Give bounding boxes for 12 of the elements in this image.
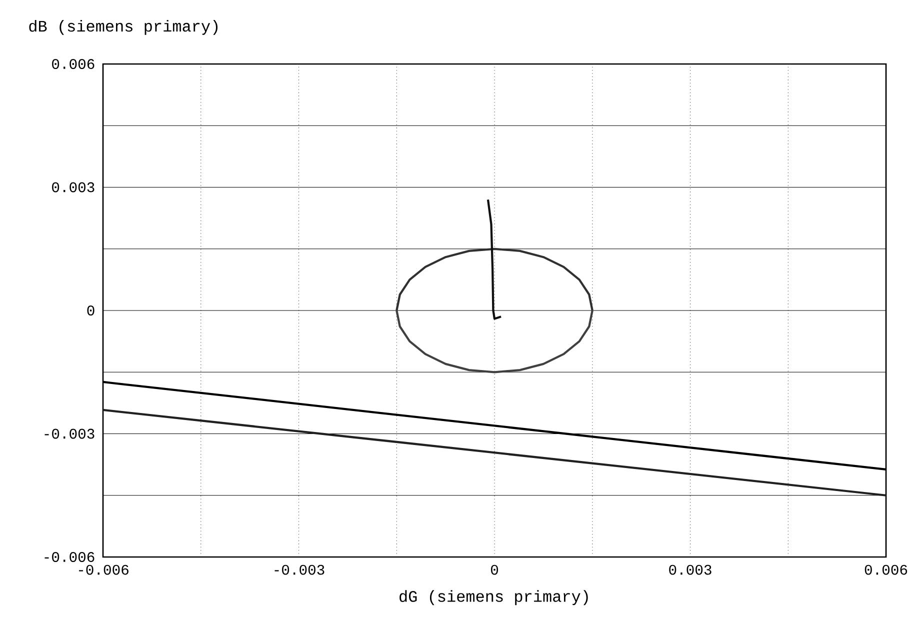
y-tick-label: 0.003 <box>52 182 94 192</box>
x-axis-title: dG (siemens primary) <box>400 590 588 606</box>
x-tick-label: 0 <box>490 564 498 575</box>
x-tick-label: 0.003 <box>669 564 712 575</box>
y-tick-label: -0.003 <box>44 428 94 439</box>
y-axis-title: dB (siemens primary) <box>29 20 218 35</box>
y-tick-label: 0.006 <box>52 59 94 69</box>
x-tick-label: -0.006 <box>78 564 128 575</box>
x-tick-label: -0.003 <box>274 564 324 575</box>
y-tick-label: -0.006 <box>44 552 94 562</box>
x-tick-label: 0.006 <box>864 564 908 575</box>
y-tick-label: 0 <box>87 306 94 316</box>
